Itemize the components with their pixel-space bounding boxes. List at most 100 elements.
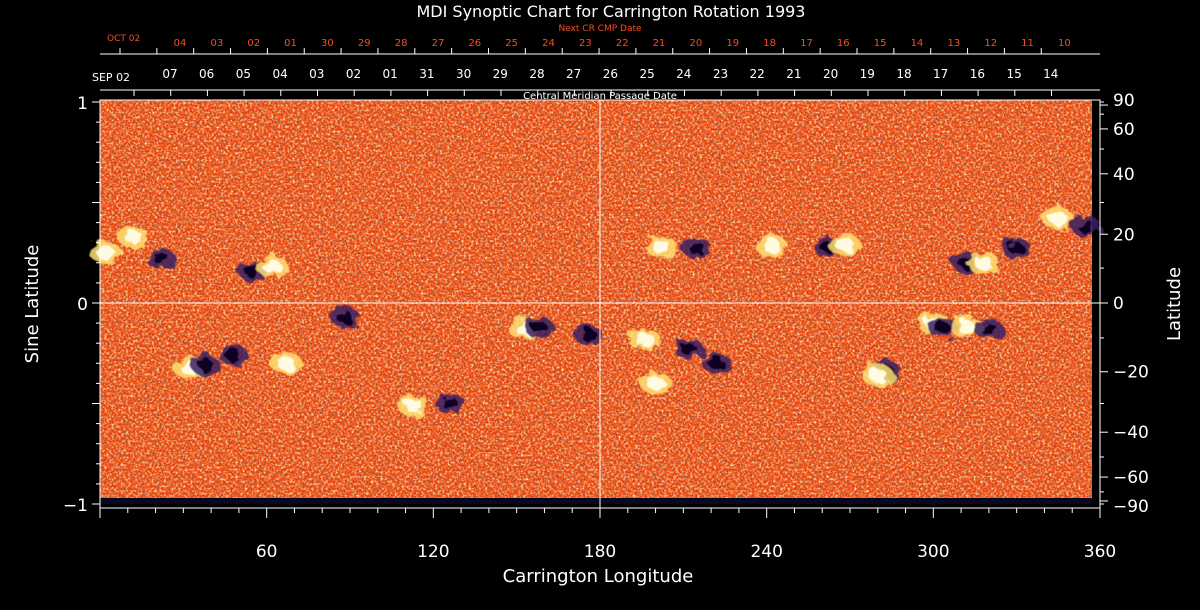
next-cr-date-label: 29 <box>358 38 371 49</box>
cmp-date-label: 22 <box>750 67 765 81</box>
x-tick-label: 180 <box>584 542 616 562</box>
next-cr-date-label: 28 <box>395 38 408 49</box>
negative-polarity-region <box>973 319 1004 340</box>
cmp-date-label: 31 <box>419 67 434 81</box>
next-cr-date-label: 11 <box>1021 38 1034 49</box>
right-tick-label: −40 <box>1113 423 1149 443</box>
magnetogram-field <box>89 100 1102 504</box>
next-cr-date-label: 03 <box>210 38 223 49</box>
positive-polarity-region <box>828 233 861 256</box>
next-cr-date-label: 02 <box>247 38 260 49</box>
next-cr-date-label: 12 <box>984 38 997 49</box>
cmp-date-label: 28 <box>529 67 544 81</box>
next-cr-date-label: 13 <box>947 38 960 49</box>
cmp-date-label: 04 <box>272 67 287 81</box>
cmp-date-label: 07 <box>162 67 177 81</box>
cmp-date-label: 20 <box>823 67 838 81</box>
cmp-date-label: 02 <box>346 67 361 81</box>
positive-polarity-region <box>967 251 1000 274</box>
next-cr-date-ticks: 04 03 02 01 30 29 28 27 26 25 24 23 22 21 20 19 18 17 16 15… <box>119 38 1071 54</box>
positive-polarity-region <box>1042 207 1075 230</box>
sine-latitude-axis: 1 0 −1 <box>63 94 100 516</box>
right-tick-label: −90 <box>1113 497 1149 517</box>
cmp-date-label: 25 <box>639 67 654 81</box>
positive-polarity-region <box>756 235 789 258</box>
right-tick-label: −60 <box>1113 468 1149 488</box>
negative-polarity-region <box>329 307 360 328</box>
next-cr-date-label: 24 <box>542 38 555 49</box>
negative-polarity-region <box>682 238 713 259</box>
positive-polarity-region <box>628 328 661 351</box>
positive-polarity-region <box>645 235 678 258</box>
left-tick-label: −1 <box>63 496 88 516</box>
x-tick-label: 120 <box>417 542 449 562</box>
cmp-date-ticks: 07 06 05 04 03 02 01 31 30 29 28 27 26 25 24 23 22 21 20 19… <box>133 67 1058 96</box>
next-cr-date-label: 20 <box>690 38 703 49</box>
cmp-date-label: 17 <box>933 67 948 81</box>
latitude-axis: 90 60 40 20 0 −20 −40 −60 −90 <box>1100 91 1149 517</box>
cmp-date-label: 01 <box>383 67 398 81</box>
cmp-date-label: 29 <box>493 67 508 81</box>
left-tick-label: 0 <box>77 295 88 315</box>
next-cr-date-label: 19 <box>726 38 739 49</box>
cmp-date-label: 19 <box>860 67 875 81</box>
negative-polarity-region <box>1001 238 1032 259</box>
cmp-date-label: 26 <box>603 67 618 81</box>
x-axis-label: Carrington Longitude <box>503 566 694 587</box>
next-cr-date-label: 17 <box>800 38 813 49</box>
next-cr-date-label: 27 <box>432 38 445 49</box>
negative-polarity-region <box>1071 216 1102 237</box>
negative-polarity-region <box>218 345 249 366</box>
left-tick-label: 1 <box>77 94 88 114</box>
negative-polarity-region <box>701 353 732 374</box>
positive-polarity-region <box>117 225 150 248</box>
right-tick-label: 90 <box>1113 91 1135 111</box>
next-cr-date-label: 18 <box>763 38 776 49</box>
negative-polarity-region <box>673 339 704 360</box>
next-cr-date-label: 22 <box>616 38 629 49</box>
cmp-date-label: 23 <box>713 67 728 81</box>
negative-polarity-region <box>190 355 221 376</box>
next-cr-date-label: 25 <box>505 38 518 49</box>
negative-polarity-region <box>523 317 554 338</box>
right-axis-label: Latitude <box>1164 267 1185 341</box>
x-tick-label: 360 <box>1084 542 1116 562</box>
positive-polarity-region <box>950 316 983 339</box>
right-tick-label: 20 <box>1113 225 1135 245</box>
cmp-date-label: 14 <box>1043 67 1058 81</box>
cmp-date-label: 30 <box>456 67 471 81</box>
right-tick-label: 60 <box>1113 120 1135 140</box>
next-cr-date-label: 10 <box>1058 38 1071 49</box>
cmp-date-label: 03 <box>309 67 324 81</box>
next-cr-date-label: 16 <box>837 38 850 49</box>
next-cr-date-label: 04 <box>174 38 187 49</box>
positive-polarity-region <box>89 241 122 264</box>
longitude-axis: 60 120 180 240 300 360 <box>99 508 1116 562</box>
positive-polarity-region <box>397 394 430 417</box>
cmp-axis-label: Central Meridian Passage Date <box>523 91 677 102</box>
x-tick-label: 240 <box>750 542 782 562</box>
right-tick-label: 40 <box>1113 165 1135 185</box>
next-cr-label: Next CR CMP Date <box>558 24 642 34</box>
cmp-date-label: 21 <box>786 67 801 81</box>
next-cr-month-label: OCT 02 <box>107 34 140 44</box>
next-cr-date-label: 30 <box>321 38 334 49</box>
negative-polarity-region <box>573 325 604 346</box>
positive-polarity-region <box>270 352 303 375</box>
positive-polarity-region <box>256 255 289 278</box>
cmp-month-label: SEP 02 <box>92 71 130 84</box>
negative-polarity-region <box>435 393 465 414</box>
next-cr-date-label: 26 <box>468 38 481 49</box>
positive-polarity-region <box>639 372 672 395</box>
cmp-date-label: 18 <box>896 67 911 81</box>
cmp-date-label: 24 <box>676 67 691 81</box>
next-cr-date-label: 01 <box>284 38 297 49</box>
next-cr-date-label: 21 <box>653 38 666 49</box>
right-tick-label: −20 <box>1113 363 1149 383</box>
cmp-date-label: 05 <box>236 67 251 81</box>
cmp-date-label: 06 <box>199 67 214 81</box>
next-cr-date-label: 14 <box>911 38 924 49</box>
cmp-date-label: 27 <box>566 67 581 81</box>
next-cr-date-label: 23 <box>579 38 592 49</box>
